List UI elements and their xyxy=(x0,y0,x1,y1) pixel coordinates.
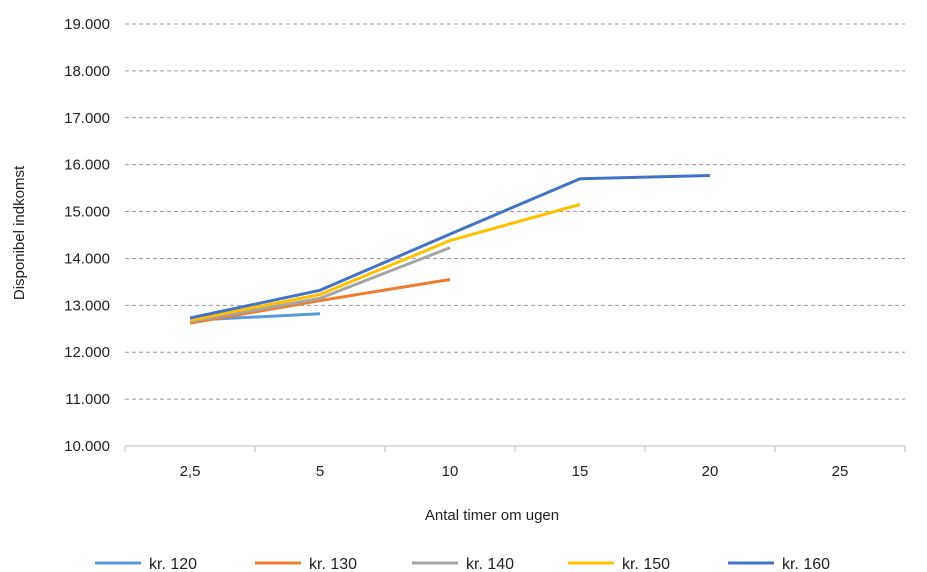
series-lines xyxy=(189,174,711,325)
gridlines xyxy=(125,23,905,400)
y-tick-label: 10.000 xyxy=(64,438,110,455)
x-tick-label: 25 xyxy=(832,463,849,480)
legend: kr. 120 kr. 130 kr. 140 kr. 150 kr. 160 xyxy=(95,556,830,572)
x-tick-label: 2,5 xyxy=(180,463,201,480)
y-tick-label: 17.000 xyxy=(64,110,110,127)
series-line xyxy=(189,246,451,324)
y-tick-label: 19.000 xyxy=(64,16,110,33)
y-tick-label: 16.000 xyxy=(64,157,110,174)
x-tick-labels: 2,5 5 10 15 20 25 xyxy=(180,463,849,480)
x-tick-label: 10 xyxy=(442,463,459,480)
legend-label: kr. 140 xyxy=(466,556,514,572)
y-tick-label: 11.000 xyxy=(65,391,110,408)
y-axis-label: Disponibel indkomst xyxy=(11,165,28,300)
y-tick-label: 15.000 xyxy=(64,204,110,221)
series-line xyxy=(189,278,451,325)
x-tick-label: 5 xyxy=(316,463,324,480)
y-tick-label: 14.000 xyxy=(64,250,110,267)
legend-label: kr. 160 xyxy=(782,556,830,572)
series-line xyxy=(189,203,581,322)
x-tick-label: 20 xyxy=(702,463,719,480)
legend-label: kr. 150 xyxy=(622,556,670,572)
series-line xyxy=(189,174,711,320)
y-tick-labels: 10.000 11.000 12.000 13.000 14.000 15.000 16.0… xyxy=(64,16,110,455)
x-axis-label: Antal timer om ugen xyxy=(425,507,559,524)
legend-label: kr. 120 xyxy=(149,556,197,572)
y-tick-label: 18.000 xyxy=(64,63,110,80)
x-axis xyxy=(124,445,906,452)
legend-label: kr. 130 xyxy=(309,556,357,572)
y-tick-label: 13.000 xyxy=(64,297,110,314)
x-tick-label: 15 xyxy=(572,463,589,480)
y-tick-label: 12.000 xyxy=(64,344,110,361)
